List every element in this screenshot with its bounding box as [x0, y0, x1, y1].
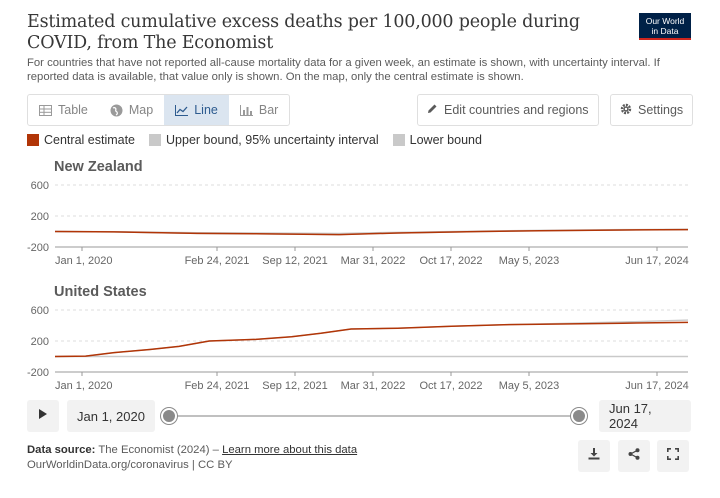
- x-tick-label: May 5, 2023: [499, 255, 560, 267]
- legend-label-upper: Upper bound, 95% uncertainty interval: [166, 133, 379, 147]
- chart-legend: Central estimate Upper bound, 95% uncert…: [27, 133, 496, 147]
- play-button[interactable]: [27, 400, 59, 432]
- learn-more-link[interactable]: Learn more about this data: [222, 444, 358, 456]
- legend-item-central[interactable]: Central estimate: [27, 133, 135, 147]
- share-button[interactable]: [618, 440, 650, 472]
- download-button[interactable]: [578, 440, 610, 472]
- legend-item-lower[interactable]: Lower bound: [392, 133, 482, 147]
- x-tick-label: Oct 17, 2022: [420, 255, 483, 267]
- tab-map[interactable]: Map: [99, 95, 164, 125]
- y-tick-label: 600: [31, 305, 49, 317]
- x-tick-label: Feb 24, 2021: [185, 380, 250, 392]
- tab-line[interactable]: Line: [164, 95, 229, 125]
- x-tick-label: Oct 17, 2022: [420, 380, 483, 392]
- source-text: The Economist (2024) –: [98, 444, 223, 456]
- panel-title: United States: [54, 284, 147, 300]
- series-line-upper: [54, 319, 689, 358]
- timeline-end-date[interactable]: Jun 17, 2024: [599, 400, 691, 432]
- chart-title: Estimated cumulative excess deaths per 1…: [27, 12, 580, 53]
- x-tick-label: Mar 31, 2022: [341, 255, 406, 267]
- line-chart: New Zealand 600 200 -200 Jan 1, 2020 Feb 24, …: [27, 159, 689, 392]
- pencil-icon: [427, 103, 438, 117]
- legend-swatch-lower: [392, 134, 405, 146]
- share-icon: [628, 447, 640, 465]
- x-tick-label: Jan 1, 2020: [55, 380, 113, 392]
- legend-label-central: Central estimate: [44, 133, 136, 147]
- timeline-start-handle[interactable]: [161, 408, 177, 424]
- x-tick-label: Jun 17, 2024: [625, 255, 689, 267]
- tab-bar[interactable]: Bar: [229, 95, 289, 125]
- edit-countries-button[interactable]: Edit countries and regions: [417, 94, 599, 126]
- download-icon: [588, 447, 600, 465]
- legend-label-lower: Lower bound: [409, 133, 482, 147]
- tab-line-label: Line: [194, 103, 218, 117]
- logo-line-2: in Data: [651, 26, 679, 36]
- x-tick-label: Feb 24, 2021: [185, 255, 250, 267]
- legend-item-upper[interactable]: Upper bound, 95% uncertainty interval: [149, 133, 379, 147]
- y-tick-label: 200: [31, 336, 49, 348]
- source-line: Data source: The Economist (2024) – Lear…: [27, 443, 357, 458]
- source-note: Data source: The Economist (2024) – Lear…: [27, 443, 357, 473]
- y-tick-label: 600: [31, 180, 49, 192]
- gear-icon: [620, 103, 632, 118]
- legend-swatch-upper: [149, 134, 162, 146]
- x-tick-label: Sep 12, 2021: [262, 255, 327, 267]
- chart-subtitle: For countries that have not reported all…: [27, 57, 660, 83]
- x-tick-label: May 5, 2023: [499, 380, 560, 392]
- view-tabs: Table Map Line Bar: [27, 94, 291, 126]
- y-tick-label: -200: [27, 367, 49, 379]
- owid-logo[interactable]: Our World in Data: [639, 13, 691, 40]
- x-tick-label: Sep 12, 2021: [262, 380, 327, 392]
- panel-title: New Zealand: [54, 159, 143, 175]
- tab-map-label: Map: [128, 103, 154, 117]
- x-tick-label: Jun 17, 2024: [625, 380, 689, 392]
- globe-icon: [110, 104, 123, 117]
- source-label: Data source:: [27, 444, 96, 456]
- timeline-track[interactable]: [169, 415, 579, 417]
- bar-chart-icon: [239, 104, 253, 116]
- y-tick-label: 200: [31, 211, 49, 223]
- timeline: Jan 1, 2020 Jun 17, 2024: [27, 400, 691, 432]
- play-icon: [38, 407, 48, 425]
- settings-label: Settings: [638, 103, 684, 117]
- x-tick-label: Mar 31, 2022: [341, 380, 406, 392]
- expand-icon: [667, 447, 679, 465]
- timeline-end-handle[interactable]: [571, 408, 587, 424]
- tab-table[interactable]: Table: [28, 95, 99, 125]
- fullscreen-button[interactable]: [657, 440, 689, 472]
- tab-bar-label: Bar: [258, 103, 279, 117]
- url-line: OurWorldinData.org/coronavirus | CC BY: [27, 459, 233, 471]
- table-icon: [39, 104, 52, 116]
- tab-table-label: Table: [58, 103, 88, 117]
- line-chart-icon: [175, 104, 189, 116]
- edit-countries-label: Edit countries and regions: [444, 103, 589, 117]
- timeline-start-date[interactable]: Jan 1, 2020: [67, 400, 155, 432]
- series-line-central: [54, 321, 689, 358]
- legend-swatch-central: [27, 134, 39, 146]
- series-line-central: [54, 228, 689, 236]
- x-tick-label: Jan 1, 2020: [55, 255, 113, 267]
- y-tick-label: -200: [27, 242, 49, 254]
- settings-button[interactable]: Settings: [610, 94, 694, 126]
- logo-line-1: Our World: [645, 16, 685, 26]
